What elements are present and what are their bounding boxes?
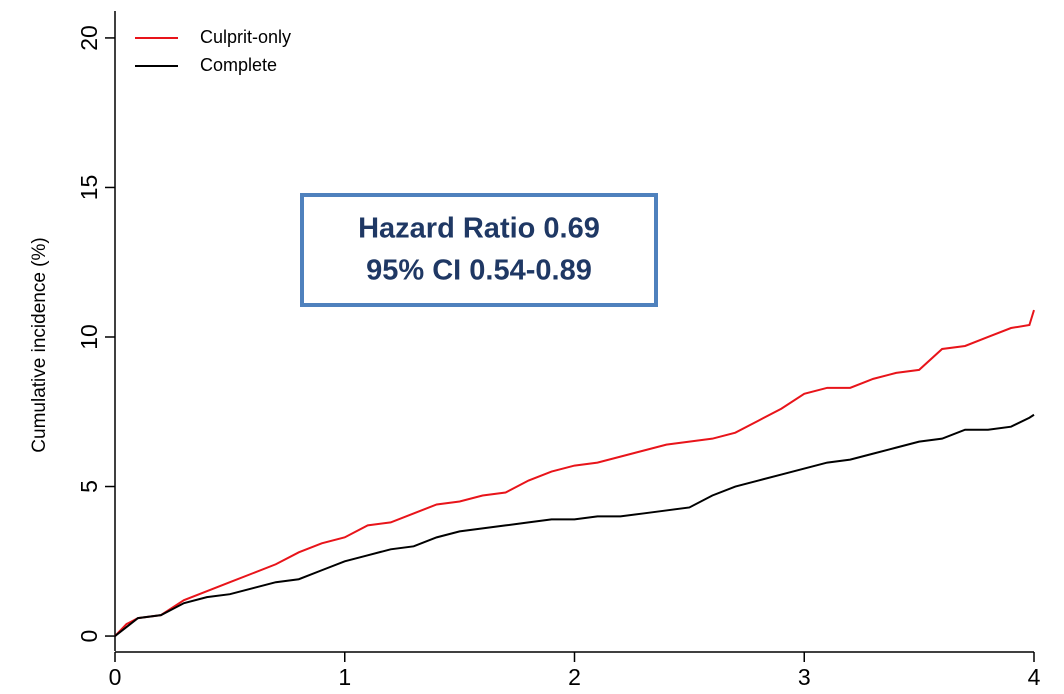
x-tick-label: 1	[338, 664, 351, 690]
legend-label: Complete	[200, 55, 277, 75]
x-tick-label: 0	[109, 664, 122, 690]
annotation: 95% CI 0.54-0.89	[366, 255, 592, 287]
y-tick-label: 10	[76, 324, 102, 350]
y-tick-label: 0	[76, 630, 102, 643]
x-tick-label: 4	[1028, 664, 1041, 690]
series-line	[114, 413, 1035, 637]
x-tick-label: 3	[798, 664, 811, 690]
x-tick-label: 2	[568, 664, 581, 690]
annotation-box	[300, 193, 658, 307]
y-tick-label: 20	[76, 25, 102, 51]
annotation: Hazard Ratio 0.69	[358, 213, 600, 245]
legend-label: Culprit-only	[200, 27, 291, 47]
y-axis-label: Cumulative incidence (%)	[29, 237, 50, 452]
y-tick-label: 5	[76, 480, 102, 493]
y-tick-label: 15	[76, 175, 102, 201]
series-line	[114, 309, 1035, 637]
